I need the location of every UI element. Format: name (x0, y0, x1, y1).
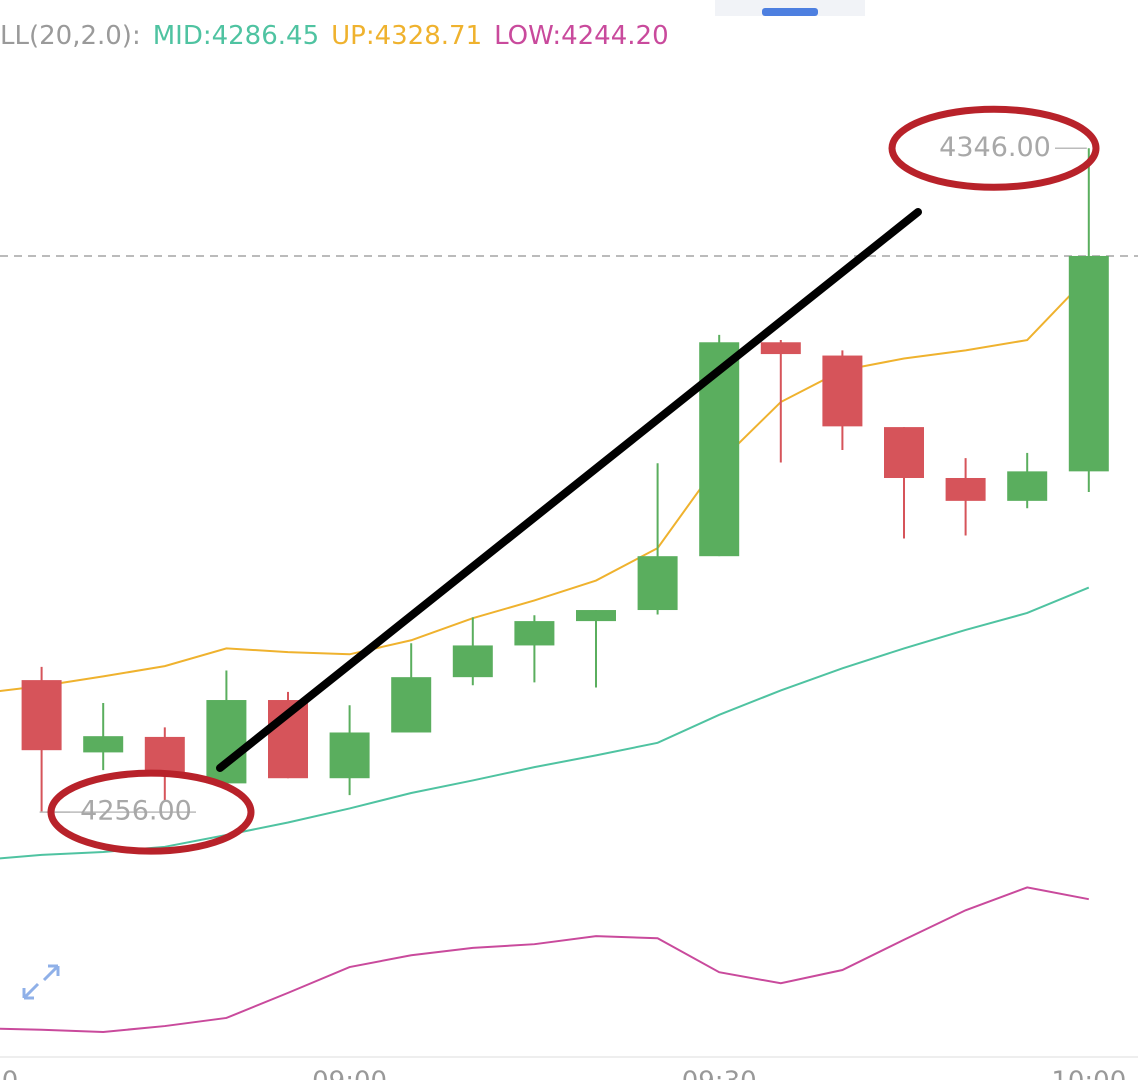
highlight-ellipse (47, 769, 255, 855)
expand-arrow (22, 982, 40, 1000)
highlight-ellipse (888, 105, 1100, 191)
candle-body (576, 610, 616, 622)
candle-body (329, 732, 370, 779)
legend-entry: MID:4286.45 (153, 21, 319, 51)
candle-body (945, 477, 986, 501)
candle-body (1007, 471, 1048, 501)
x-tick-label: 09:00 (312, 1067, 387, 1080)
candle-body (21, 680, 62, 751)
candle-body (637, 556, 678, 611)
candle-body (144, 736, 185, 774)
indicator-label: LL(20,2.0): (0, 21, 141, 51)
band-line (0, 886, 1089, 1033)
annotation-label: 4346.00 (939, 132, 1051, 163)
expand-icon[interactable] (22, 964, 60, 1000)
candle-body (760, 342, 801, 355)
candle-body (452, 645, 493, 678)
expand-arrow (42, 964, 60, 982)
candle-body (822, 355, 863, 427)
x-tick-label: 09:30 (682, 1067, 757, 1080)
legend-entry: LOW:4244.20 (494, 21, 668, 51)
band-line (0, 275, 1090, 693)
x-tick-label: 10:00 (1051, 1067, 1126, 1080)
legend: LL(20,2.0): MID:4286.45 UP:4328.71 LOW:4244… (0, 21, 669, 51)
plot-area (0, 148, 1138, 1033)
band-line (0, 586, 1090, 860)
candle-body (1068, 255, 1109, 472)
candle-body (514, 621, 555, 646)
legend-entry: UP:4328.71 (331, 21, 482, 51)
trend-line (216, 208, 922, 772)
candle-body (884, 427, 924, 478)
candle-body (206, 700, 247, 784)
annotation-label: 4256.00 (80, 796, 192, 827)
x-tick-label: 0 (2, 1067, 19, 1080)
tab-indicator (762, 8, 818, 16)
candle-body (83, 736, 124, 753)
candle-body (391, 677, 432, 733)
